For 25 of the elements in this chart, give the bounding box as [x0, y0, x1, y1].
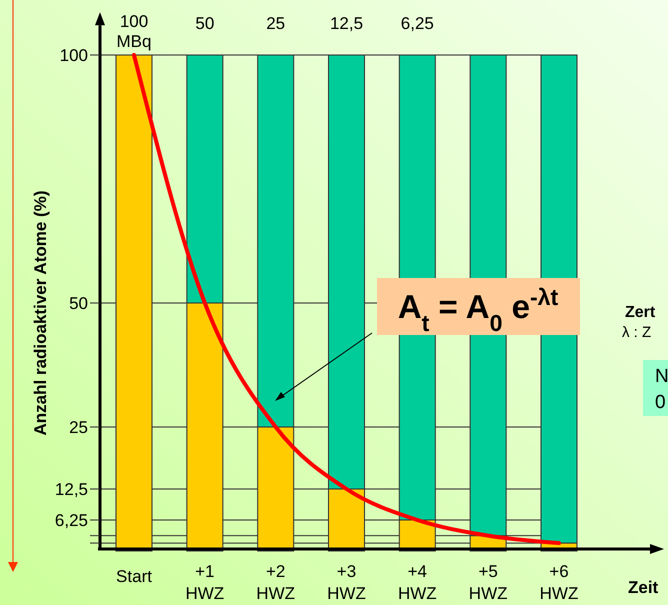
line-series: [132, 53, 561, 546]
x-tick-label: +2 HWZ: [256, 562, 296, 603]
x-tick-label: +6 HWZ: [540, 562, 578, 603]
y-tick-label: 6,25: [54, 510, 88, 530]
x-tick-label: +1 HWZ: [185, 562, 224, 603]
x-tick-label: +3 HWZ: [327, 562, 366, 603]
y-tick-label: 25: [69, 418, 88, 437]
text: λ : Z: [622, 324, 652, 341]
x-tick-label: Start: [116, 567, 152, 586]
text: N: [655, 366, 668, 387]
annotation: 6,25: [400, 14, 434, 33]
annotation: 25: [266, 14, 286, 33]
x-axis-title: Zeit: [628, 578, 659, 597]
text: 0: [655, 392, 666, 413]
annotation: 12,5: [330, 14, 364, 33]
y-tick-label: 12,5: [54, 480, 88, 499]
y-axis-title: Anzahl radioaktiver Atome (%): [31, 190, 50, 436]
annotation: A$_{t}$ = A$_{0}$ e$^{-λt}$: [398, 284, 558, 336]
text: Zert: [625, 304, 656, 321]
x-tick-label: +5 HWZ: [468, 562, 508, 603]
x-tick-label: +4 HWZ: [398, 562, 437, 603]
y-tick-label: 100: [60, 46, 88, 65]
y-tick-label: 50: [69, 294, 88, 313]
annotation: 50: [195, 14, 214, 33]
annotation: 100 MBq: [116, 12, 152, 51]
